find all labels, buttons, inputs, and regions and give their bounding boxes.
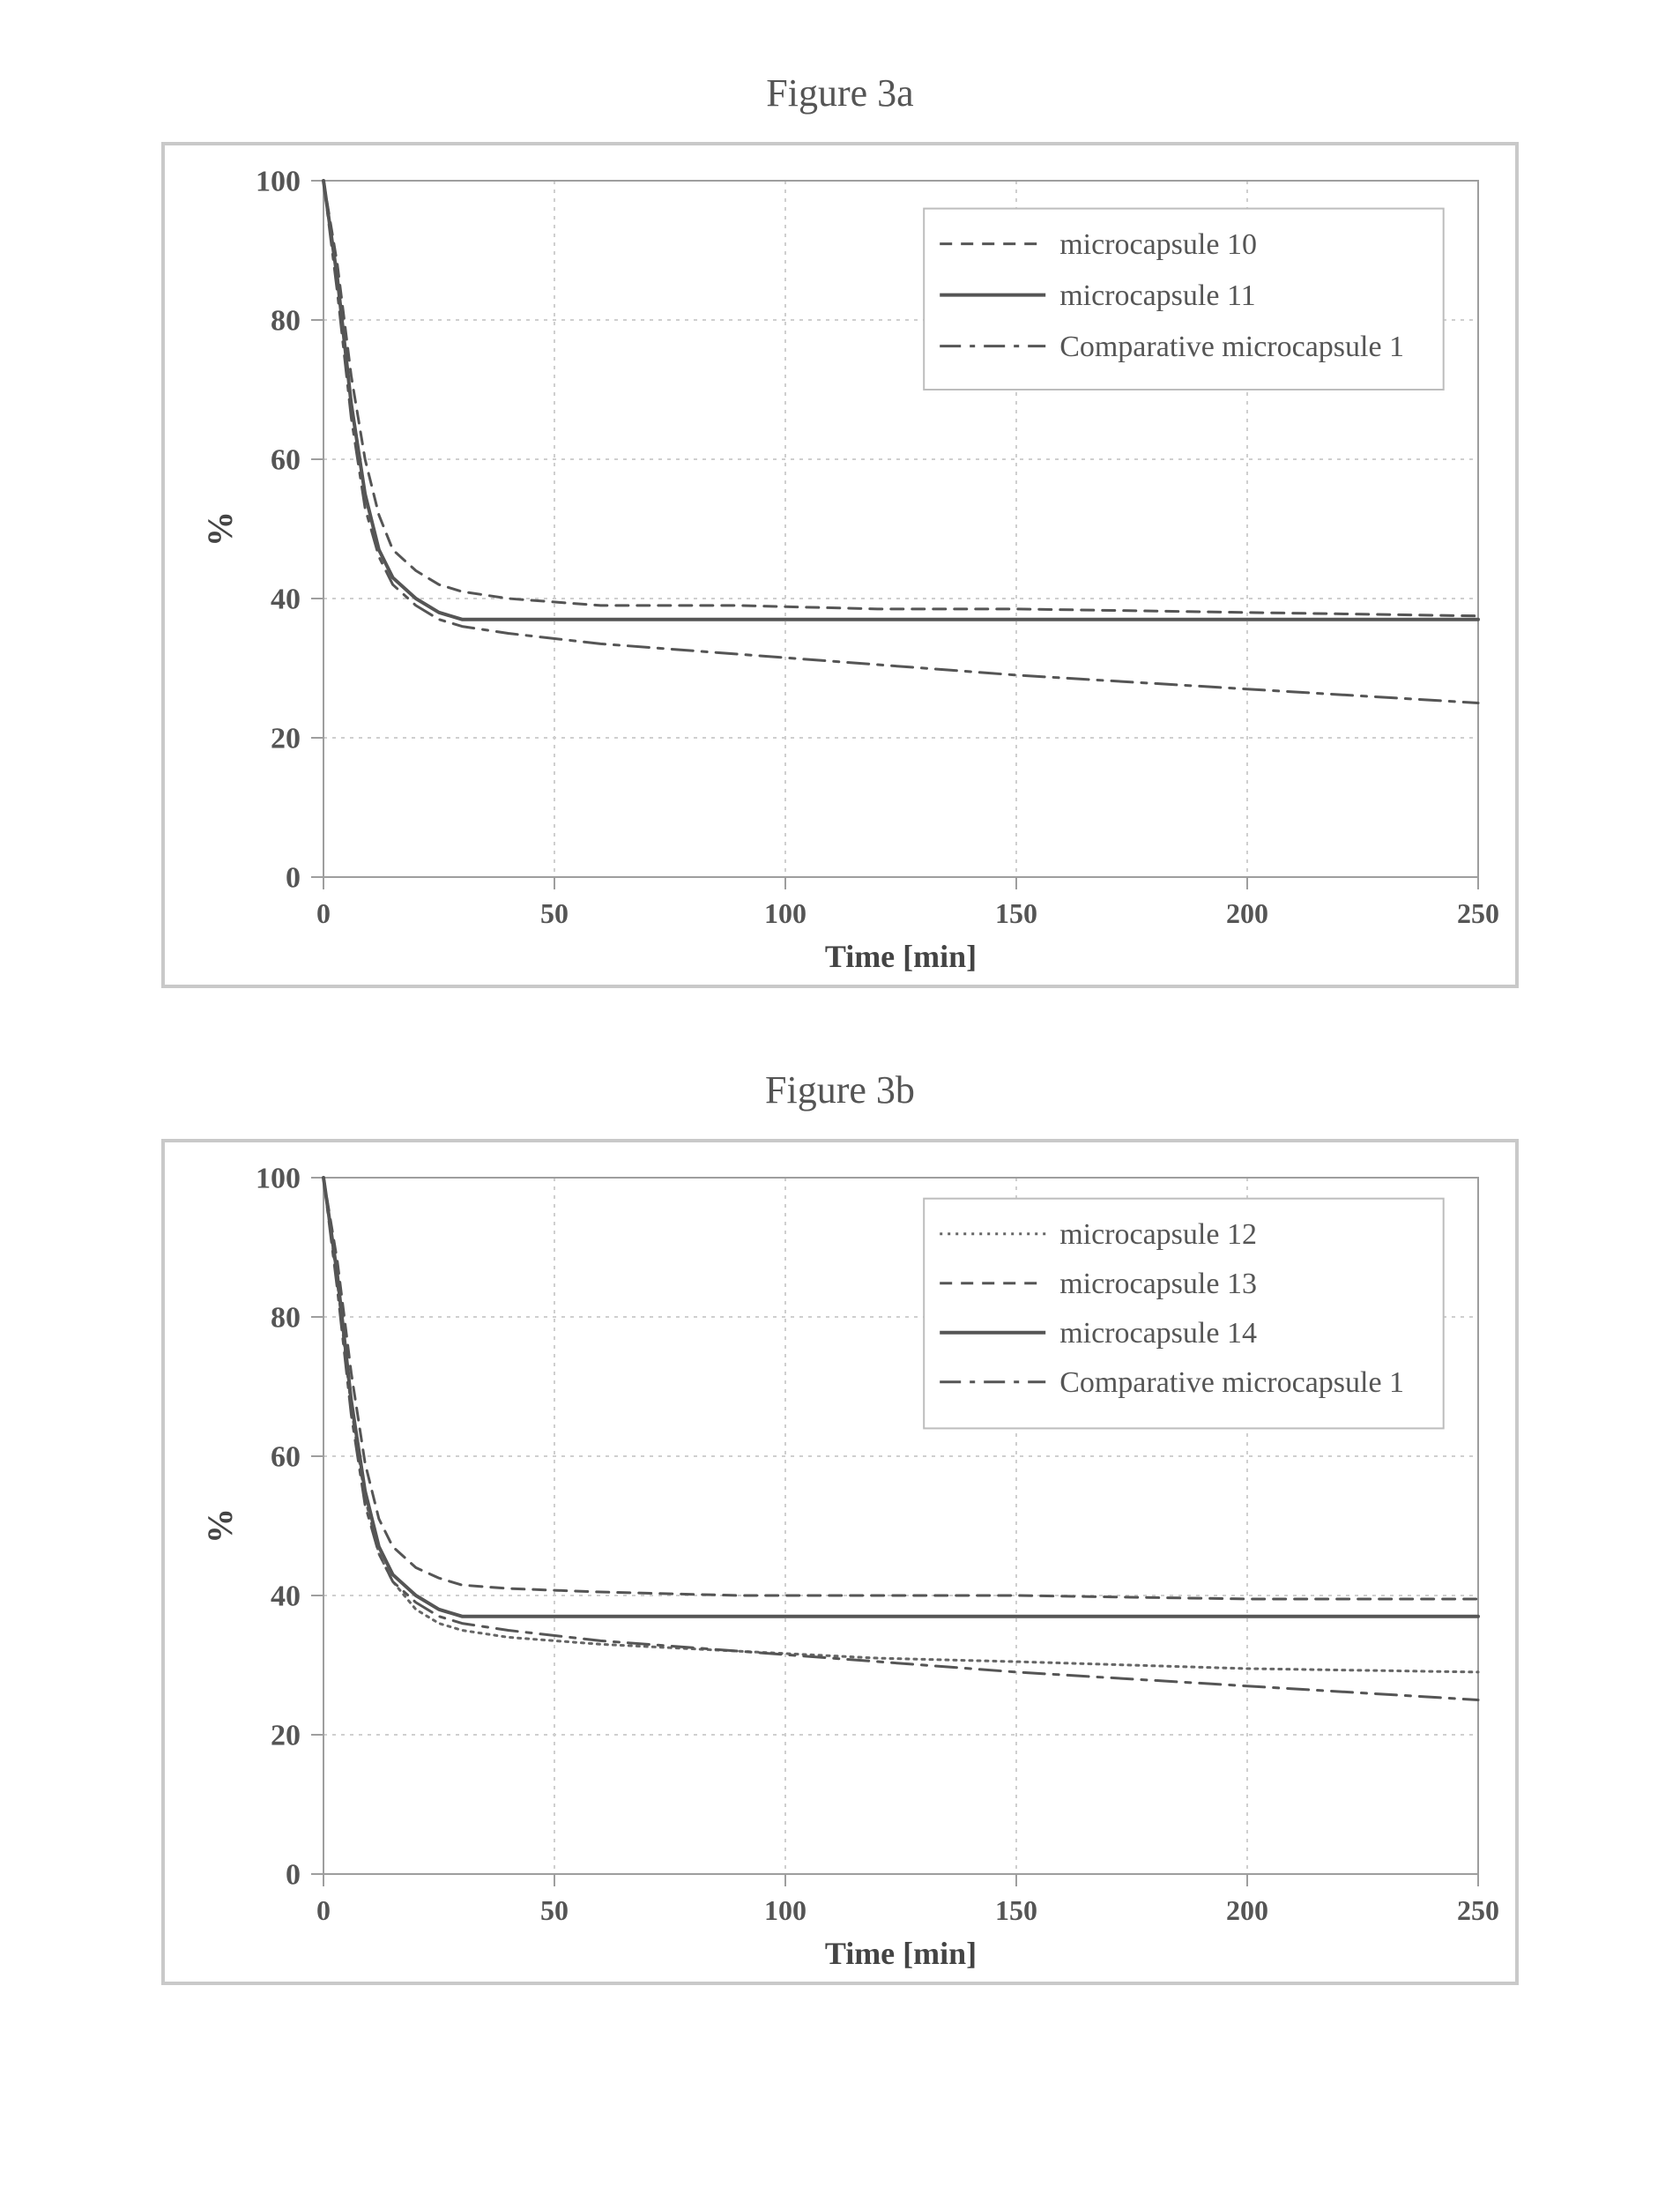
figure-b-ytick-label: 20 <box>271 1719 301 1752</box>
figure-a-ytick-label: 40 <box>271 583 301 615</box>
figure-b-legend-label: microcapsule 14 <box>1059 1317 1257 1350</box>
figure-b-xtick-label: 100 <box>764 1894 807 1926</box>
figure-a-legend-label: microcapsule 10 <box>1059 228 1257 261</box>
figure-b-legend-label: Comparative microcapsule 1 <box>1059 1366 1404 1399</box>
figure-b-xtick-label: 200 <box>1226 1894 1268 1926</box>
figure-a-svg: 0 20 40 60 80 100 0 50 100 150 200 250 Time [min]% mi… <box>165 145 1522 992</box>
figure-a-legend-label: microcapsule 11 <box>1059 279 1256 312</box>
figure-a-container: 0 20 40 60 80 100 0 50 100 150 200 250 Time [min]% mi… <box>159 142 1521 988</box>
page: Figure 3a 020406080100050100150200250Tim… <box>0 0 1680 2056</box>
figure-b-xtick-label: 250 <box>1457 1894 1499 1926</box>
figure-b-xtick-label: 0 <box>316 1894 331 1926</box>
figure-a-legend: microcapsule 10 microcapsule 11 Comparativ… <box>924 209 1444 390</box>
figure-a-ytick-label: 0 <box>286 861 301 894</box>
figure-a-xtick-label: 0 <box>316 897 331 929</box>
figure-a-xaxis-label: Time [min] <box>825 939 977 974</box>
figure-b-ytick-label: 0 <box>286 1858 301 1891</box>
figure-b-legend-label: microcapsule 13 <box>1059 1268 1257 1300</box>
figure-a-ytick-label: 60 <box>271 443 301 476</box>
figure-b-container: 0 20 40 60 80 100 0 50 100 150 200 250 Time [min]% mi… <box>159 1139 1521 1985</box>
figure-b-svg: 0 20 40 60 80 100 0 50 100 150 200 250 Time [min]% mi… <box>165 1142 1522 1989</box>
figure-a-xtick-label: 50 <box>540 897 569 929</box>
figure-b-yaxis-label: % <box>200 1508 240 1543</box>
figure-b-legend: microcapsule 12 microcapsule 13 microcapsu… <box>924 1199 1444 1429</box>
figure-b-ytick-label: 40 <box>271 1580 301 1612</box>
figure-a-title: Figure 3a <box>159 71 1521 115</box>
figure-a-xtick-label: 250 <box>1457 897 1499 929</box>
figure-b-ytick-label: 80 <box>271 1301 301 1334</box>
figure-a-xtick-label: 200 <box>1226 897 1268 929</box>
figure-a-ytick-label: 80 <box>271 304 301 337</box>
figure-b-frame: 0 20 40 60 80 100 0 50 100 150 200 250 Time [min]% mi… <box>161 1139 1519 1985</box>
figure-b-xaxis-label: Time [min] <box>825 1936 977 1971</box>
figure-b-legend-label: microcapsule 12 <box>1059 1218 1257 1251</box>
figure-a-ytick-label: 100 <box>256 165 301 197</box>
figure-b-title: Figure 3b <box>159 1067 1521 1112</box>
figure-a-xtick-label: 150 <box>995 897 1037 929</box>
figure-a-ytick-label: 20 <box>271 722 301 755</box>
figure-b-xtick-label: 50 <box>540 1894 569 1926</box>
figure-a-xtick-label: 100 <box>764 897 807 929</box>
figure-a-legend-label: Comparative microcapsule 1 <box>1059 331 1404 363</box>
figure-a-yaxis-label: % <box>200 511 240 547</box>
figure-a-frame: 0 20 40 60 80 100 0 50 100 150 200 250 Time [min]% mi… <box>161 142 1519 988</box>
figure-b-ytick-label: 60 <box>271 1440 301 1473</box>
figure-b-xtick-label: 150 <box>995 1894 1037 1926</box>
figure-b-ytick-label: 100 <box>256 1162 301 1194</box>
